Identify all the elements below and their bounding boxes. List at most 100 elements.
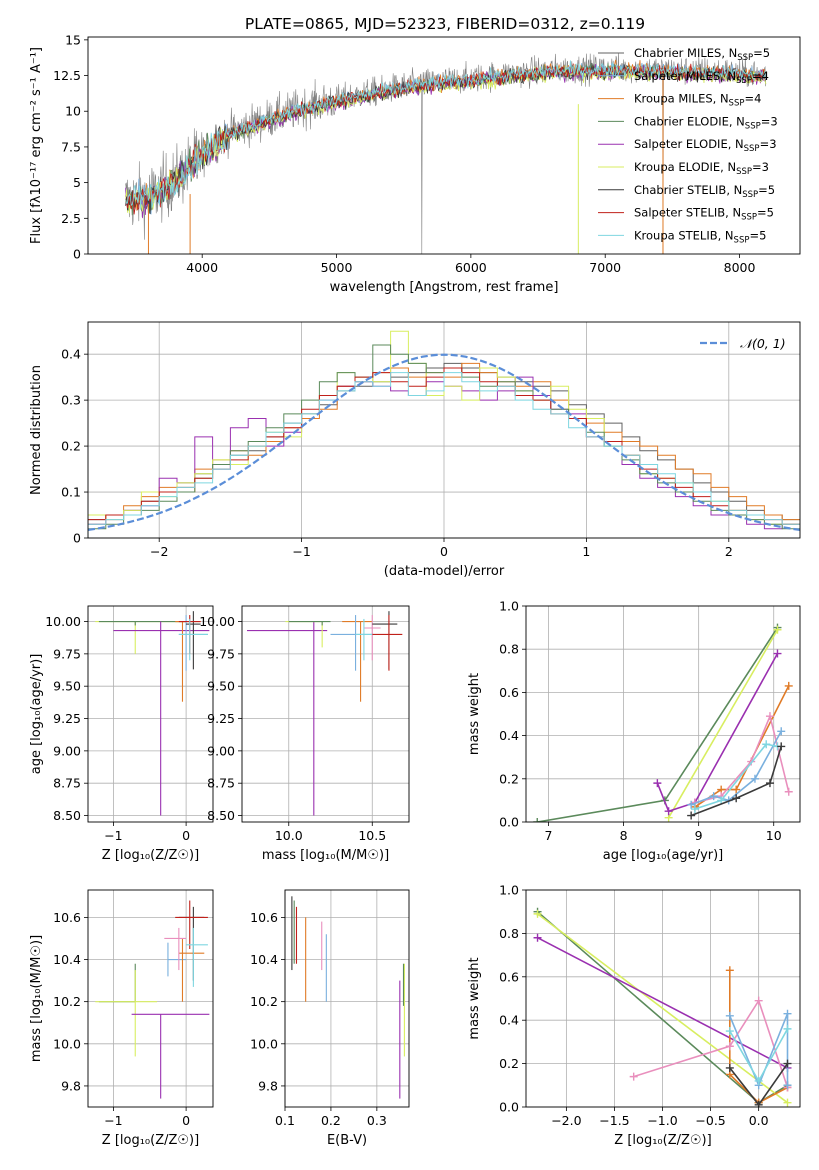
y-tick-label: 9.50 [207, 679, 235, 694]
chart-mass-vs-Z: −1 0 9.8 10.0 10.2 10.4 10.6 Z [log₁₀(Z/Z☉)] mas… [29, 889, 214, 1148]
x-tick-label: 0 [182, 828, 190, 843]
errorbar-point [131, 1013, 210, 1099]
y-tick-label: 0.4 [61, 347, 81, 362]
y-tick-label: 9.00 [53, 743, 81, 758]
errorbar-point [175, 620, 201, 702]
chart-spectrum: 4000 5000 6000 7000 8000 0 2.5 5 7.5 10 12.5 15 wave… [29, 32, 801, 295]
weight-series [725, 1009, 792, 1090]
axes-frame [241, 605, 410, 823]
plot-area [533, 907, 792, 1107]
y-tick-label: 0.3 [61, 393, 81, 408]
weight-marker [533, 818, 542, 822]
x-tick-label: −1 [104, 1113, 122, 1128]
y-tick-label: 5 [73, 175, 81, 190]
weight-marker [533, 933, 542, 942]
y-tick-label: 12.5 [53, 68, 81, 83]
weight-marker [783, 1098, 792, 1107]
x-axis-label: Z [log₁₀(Z/Z☉)] [614, 1133, 711, 1148]
y-tick-label: 10.00 [45, 614, 81, 629]
chart-weight-vs-Z: −2.0 −1.5 −1.0 −0.5 0.0 0.0 0.2 0.4 0.6 0.8 1.0 Z [… [467, 883, 801, 1148]
axes-frame [87, 321, 801, 539]
errorbar-point [164, 927, 187, 971]
plot-area [125, 52, 767, 254]
y-tick-label: 15 [65, 32, 81, 47]
errorbar-point [372, 611, 398, 670]
weight-marker [629, 1072, 638, 1081]
y-tick-label: 10.4 [53, 952, 81, 967]
x-tick-label: 7 [545, 828, 553, 843]
weight-line [690, 746, 782, 817]
y-tick-label: 0.0 [499, 1100, 519, 1115]
model-spectrum [125, 60, 767, 210]
plot-area [291, 896, 405, 1099]
normal-curve [88, 353, 800, 531]
y-tick-label: 10.6 [250, 910, 278, 925]
x-tick-label: 10.0 [275, 828, 303, 843]
weight-marker [687, 811, 696, 820]
weight-line [690, 730, 782, 806]
weight-series [687, 742, 786, 820]
y-tick-label: 0.2 [499, 771, 519, 786]
x-axis-label: Z [log₁₀(Z/Z☉)] [102, 848, 199, 863]
errorbar-point [98, 620, 187, 626]
weight-series [629, 996, 792, 1092]
weight-marker [725, 1027, 734, 1036]
errorbar-point [330, 615, 373, 671]
plot-area [88, 330, 800, 538]
chart-age-vs-mass: 10.0 10.5 8.50 8.75 9.00 9.25 9.50 9.75 10.00 mas… [199, 605, 410, 863]
x-axis-label: (data-model)/error [384, 564, 505, 579]
errorbar-point [167, 942, 187, 977]
chart-residuals: −2 −1 0 1 2 0 0.1 0.2 0.3 0.4 (data-model)/error No… [29, 321, 801, 579]
axes-frame [284, 889, 410, 1108]
y-tick-label: 10.4 [250, 952, 278, 967]
y-tick-label: 9.75 [207, 646, 235, 661]
weight-marker [773, 625, 782, 634]
x-tick-label: 0.2 [321, 1113, 341, 1128]
legend-label: Chabrier MILES, NSSP=5 [634, 46, 770, 63]
errorbar-point [247, 621, 328, 816]
legend-label: Salpeter ELODIE, NSSP=3 [634, 137, 777, 154]
weight-marker [717, 796, 726, 805]
weight-series [690, 740, 782, 814]
y-tick-label: 0 [73, 531, 81, 546]
y-tick-label: 10 [65, 104, 81, 119]
weight-marker [687, 800, 696, 809]
chart-weight-vs-age: 7 8 9 10 0.0 0.2 0.4 0.6 0.8 1.0 age [log₁₀(age/yr… [467, 599, 801, 863]
x-tick-label: −1 [104, 828, 122, 843]
weight-line [694, 743, 778, 810]
x-tick-label: −1 [292, 544, 310, 559]
y-tick-label: 0.6 [499, 969, 519, 984]
y-axis-label: Normed distribution [29, 365, 44, 495]
legend-label: Chabrier STELIB, NSSP=5 [634, 183, 775, 200]
errorbar-point [95, 970, 158, 1057]
x-tick-label: −1.0 [647, 1113, 677, 1128]
weight-marker [725, 1042, 734, 1051]
axes-frame [87, 889, 214, 1108]
legend: 𝒩(0, 1) [700, 336, 786, 351]
chart-mass-vs-EBV: 0.1 0.2 0.3 9.8 10.0 10.2 10.4 10.6 E(B-V) [250, 889, 410, 1148]
weight-series [533, 623, 782, 822]
model-spectrum [125, 63, 767, 215]
weight-line [633, 998, 789, 1088]
weight-marker [664, 807, 673, 816]
x-axis-label: E(B-V) [327, 1133, 367, 1148]
x-axis-label: wavelength [Angstrom, rest frame] [330, 280, 559, 295]
weight-series [664, 625, 782, 822]
errorbar-point [95, 620, 187, 654]
y-tick-label: 0.2 [61, 439, 81, 454]
axes-frame [87, 36, 801, 255]
x-tick-label: 0.1 [275, 1113, 295, 1128]
x-tick-label: 5000 [321, 260, 353, 275]
weight-line [729, 1013, 789, 1088]
weight-marker [754, 996, 763, 1005]
y-tick-label: 0.6 [499, 685, 519, 700]
legend-label: 𝒩(0, 1) [740, 336, 786, 351]
y-tick-label: 9.8 [61, 1078, 81, 1093]
axes-frame [525, 605, 801, 823]
axes-frame [87, 605, 214, 823]
weight-marker [783, 1081, 792, 1090]
legend: Chabrier MILES, NSSP=5 Salpeter MILES, NS… [598, 46, 778, 245]
y-tick-label: 7.5 [61, 139, 81, 154]
y-tick-label: 9.25 [207, 711, 235, 726]
